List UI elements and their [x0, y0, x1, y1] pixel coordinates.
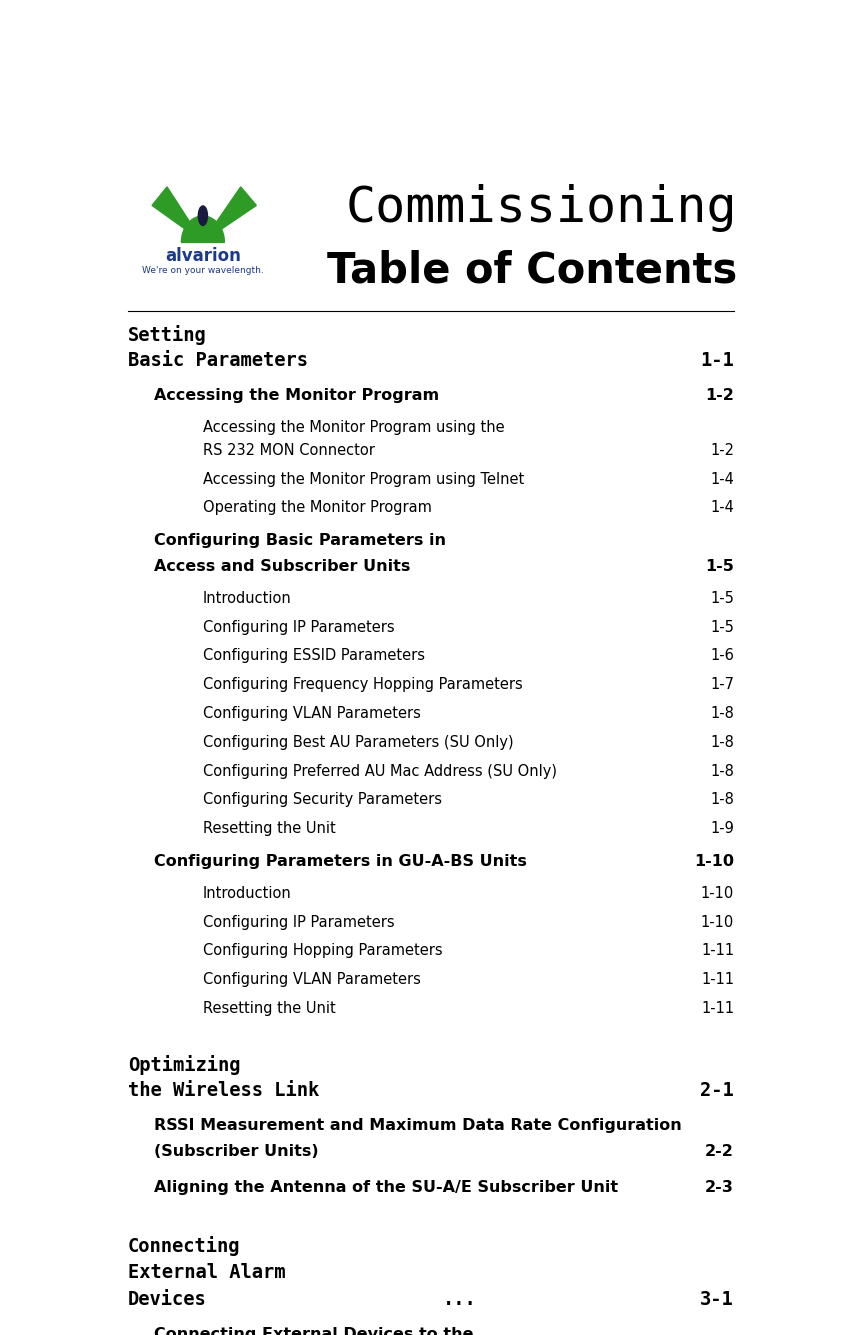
- Text: 3-1: 3-1: [701, 1290, 734, 1308]
- Text: External Alarm: External Alarm: [128, 1263, 285, 1282]
- Text: Introduction: Introduction: [203, 886, 292, 901]
- Text: 1-10: 1-10: [701, 914, 734, 929]
- Text: 1-8: 1-8: [710, 706, 734, 721]
- Text: Access and Subscriber Units: Access and Subscriber Units: [154, 559, 410, 574]
- Text: Configuring Basic Parameters in: Configuring Basic Parameters in: [154, 534, 446, 549]
- Polygon shape: [205, 187, 257, 240]
- Text: RSSI Measurement and Maximum Data Rate Configuration: RSSI Measurement and Maximum Data Rate C…: [154, 1119, 682, 1133]
- Text: Resetting the Unit: Resetting the Unit: [203, 821, 336, 836]
- Text: 1-9: 1-9: [710, 821, 734, 836]
- Text: RS 232 MON Connector: RS 232 MON Connector: [203, 443, 375, 458]
- Text: 1-8: 1-8: [710, 793, 734, 808]
- Text: 1-5: 1-5: [710, 619, 734, 634]
- Text: 1-2: 1-2: [710, 443, 734, 458]
- Text: ...: ...: [442, 1290, 476, 1308]
- Text: 1-10: 1-10: [694, 854, 734, 869]
- Text: 1-8: 1-8: [710, 734, 734, 750]
- Text: 1-5: 1-5: [710, 591, 734, 606]
- Text: 2-3: 2-3: [706, 1180, 734, 1195]
- Text: the Wireless Link: the Wireless Link: [128, 1081, 320, 1100]
- Text: 2-2: 2-2: [706, 1144, 734, 1159]
- Text: Configuring VLAN Parameters: Configuring VLAN Parameters: [203, 972, 420, 988]
- Text: Configuring ESSID Parameters: Configuring ESSID Parameters: [203, 649, 425, 663]
- Text: Configuring Frequency Hopping Parameters: Configuring Frequency Hopping Parameters: [203, 677, 522, 693]
- Text: 2-1: 2-1: [701, 1081, 734, 1100]
- Text: Setting: Setting: [128, 324, 207, 344]
- Text: 1-10: 1-10: [701, 886, 734, 901]
- Text: 1-7: 1-7: [710, 677, 734, 693]
- Ellipse shape: [198, 206, 208, 226]
- Text: 1-11: 1-11: [701, 972, 734, 988]
- Text: Connecting External Devices to the: Connecting External Devices to the: [154, 1327, 473, 1335]
- Text: Basic Parameters: Basic Parameters: [128, 351, 308, 370]
- Text: 1-11: 1-11: [701, 1001, 734, 1016]
- Text: Optimizing: Optimizing: [128, 1055, 241, 1075]
- Text: Accessing the Monitor Program using Telnet: Accessing the Monitor Program using Teln…: [203, 471, 524, 487]
- Text: Configuring Parameters in GU-A-BS Units: Configuring Parameters in GU-A-BS Units: [154, 854, 526, 869]
- Text: Accessing the Monitor Program using the: Accessing the Monitor Program using the: [203, 421, 505, 435]
- Text: Configuring Best AU Parameters (SU Only): Configuring Best AU Parameters (SU Only): [203, 734, 514, 750]
- Polygon shape: [152, 187, 201, 240]
- Text: Configuring Security Parameters: Configuring Security Parameters: [203, 793, 442, 808]
- Text: Table of Contents: Table of Contents: [327, 250, 738, 291]
- Text: Aligning the Antenna of the SU-A/E Subscriber Unit: Aligning the Antenna of the SU-A/E Subsc…: [154, 1180, 618, 1195]
- Text: (Subscriber Units): (Subscriber Units): [154, 1144, 319, 1159]
- Text: Introduction: Introduction: [203, 591, 292, 606]
- Text: Connecting: Connecting: [128, 1236, 241, 1256]
- Text: 1-6: 1-6: [710, 649, 734, 663]
- Text: Configuring VLAN Parameters: Configuring VLAN Parameters: [203, 706, 420, 721]
- Text: 1-5: 1-5: [706, 559, 734, 574]
- Text: Operating the Monitor Program: Operating the Monitor Program: [203, 501, 431, 515]
- Text: Commissioning: Commissioning: [346, 184, 738, 232]
- Text: Configuring Hopping Parameters: Configuring Hopping Parameters: [203, 944, 442, 959]
- Text: Accessing the Monitor Program: Accessing the Monitor Program: [154, 388, 439, 403]
- Text: We're on your wavelength.: We're on your wavelength.: [142, 266, 264, 275]
- Text: Configuring IP Parameters: Configuring IP Parameters: [203, 914, 394, 929]
- Polygon shape: [182, 216, 225, 243]
- Text: Resetting the Unit: Resetting the Unit: [203, 1001, 336, 1016]
- Text: 1-2: 1-2: [706, 388, 734, 403]
- Text: 1-4: 1-4: [710, 471, 734, 487]
- Text: Configuring IP Parameters: Configuring IP Parameters: [203, 619, 394, 634]
- Text: 1-1: 1-1: [701, 351, 734, 370]
- Text: 1-8: 1-8: [710, 764, 734, 778]
- Text: Devices: Devices: [128, 1290, 207, 1308]
- Text: alvarion: alvarion: [165, 247, 241, 264]
- Text: Configuring Preferred AU Mac Address (SU Only): Configuring Preferred AU Mac Address (SU…: [203, 764, 557, 778]
- Text: 1-4: 1-4: [710, 501, 734, 515]
- Text: 1-11: 1-11: [701, 944, 734, 959]
